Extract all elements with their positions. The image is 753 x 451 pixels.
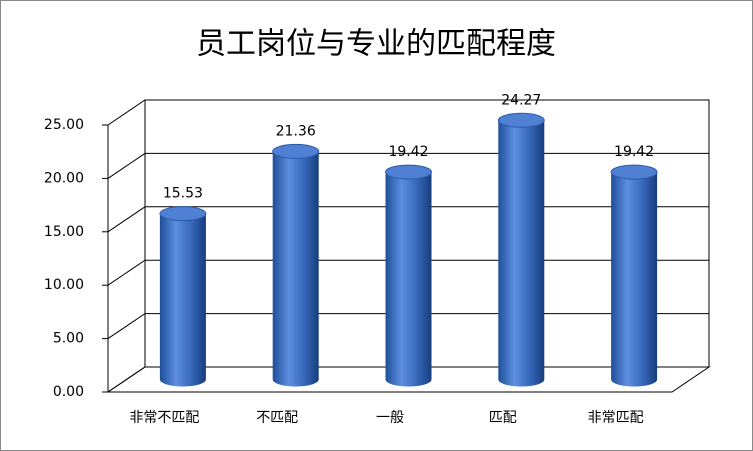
bar-top [610, 164, 658, 180]
y-tick-label: 15.00 [44, 224, 84, 240]
x-tick-label: 非常匹配 [588, 410, 644, 426]
bar-top [385, 164, 432, 180]
value-label: 19.42 [388, 144, 428, 160]
value-label: 19.42 [614, 144, 654, 160]
bar-top [159, 206, 207, 222]
value-label: 21.36 [276, 123, 316, 139]
y-tick-label: 25.00 [44, 117, 84, 133]
x-tick-label: 匹配 [489, 410, 517, 426]
bar-top [272, 143, 320, 159]
bar-top [497, 112, 545, 128]
bar [159, 213, 206, 387]
bar [272, 151, 319, 387]
value-label: 15.53 [163, 186, 203, 202]
x-tick-label: 非常不匹配 [129, 410, 199, 426]
y-tick-label: 0.00 [53, 384, 84, 400]
bar [611, 172, 658, 387]
grid-line [107, 99, 709, 126]
x-tick-label: 不匹配 [256, 410, 298, 426]
value-label: 24.27 [501, 92, 541, 108]
bar [385, 172, 432, 387]
y-tick-label: 10.00 [44, 277, 84, 293]
y-tick-label: 20.00 [44, 170, 84, 186]
bar [498, 120, 545, 387]
x-tick-label: 一般 [376, 410, 404, 426]
chart-title: 员工岗位与专业的匹配程度 [196, 27, 556, 62]
y-tick-label: 5.00 [53, 331, 84, 347]
